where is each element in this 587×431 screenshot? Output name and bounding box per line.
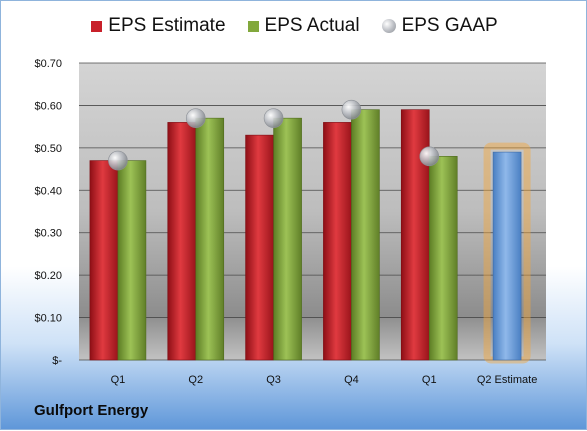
bar-eps-actual xyxy=(195,117,225,361)
y-tick-label: $0.10 xyxy=(34,313,62,325)
legend-label-eps-gaap: EPS GAAP xyxy=(401,15,498,36)
x-tick-label: Q3 xyxy=(266,374,281,386)
bar-q2-estimate xyxy=(492,151,522,361)
legend-swatch-eps-gaap xyxy=(381,19,396,33)
legend-item-eps-actual: EPS Actual xyxy=(247,15,360,37)
bar-eps-estimate xyxy=(167,122,197,361)
point-eps-gaap xyxy=(419,146,440,167)
x-tick-label: Q4 xyxy=(344,374,359,386)
legend-swatch-eps-actual xyxy=(247,20,259,32)
bar-eps-actual xyxy=(273,117,302,361)
legend-label-eps-estimate: EPS Estimate xyxy=(108,15,226,36)
bar-eps-estimate xyxy=(89,160,119,361)
y-tick-label: $0.30 xyxy=(34,228,62,240)
y-tick-label: $0.70 xyxy=(34,58,62,70)
x-tick-label: Q1 xyxy=(111,374,126,386)
point-eps-gaap xyxy=(108,150,128,171)
bar-eps-estimate xyxy=(400,109,430,361)
x-tick-label: Q1 xyxy=(422,374,437,386)
bar-eps-estimate xyxy=(245,134,274,361)
bar-eps-actual xyxy=(117,160,147,361)
bar-eps-actual xyxy=(428,156,458,361)
x-tick-label: Q2 Estimate xyxy=(477,374,538,386)
plot-area xyxy=(79,63,546,360)
chart-legend: EPS Estimate EPS Actual EPS GAAP xyxy=(1,15,587,37)
y-tick-label: $0.20 xyxy=(34,270,62,282)
y-tick-label: $0.60 xyxy=(34,100,62,112)
legend-item-eps-estimate: EPS Estimate xyxy=(91,15,226,37)
company-name: Gulfport Energy xyxy=(34,402,149,419)
point-eps-gaap xyxy=(263,108,284,128)
legend-label-eps-actual: EPS Actual xyxy=(264,15,360,36)
legend-item-eps-gaap: EPS GAAP xyxy=(381,15,498,37)
x-tick-label: Q2 xyxy=(188,374,203,386)
point-eps-gaap xyxy=(341,99,362,120)
y-tick-label: $0.40 xyxy=(34,185,62,197)
bar-eps-actual xyxy=(351,109,380,361)
point-eps-gaap xyxy=(185,108,206,128)
y-tick-label: $0.50 xyxy=(34,143,62,155)
bar-eps-estimate xyxy=(323,122,352,361)
y-tick-label: $- xyxy=(52,355,62,367)
legend-swatch-eps-estimate xyxy=(91,20,103,32)
